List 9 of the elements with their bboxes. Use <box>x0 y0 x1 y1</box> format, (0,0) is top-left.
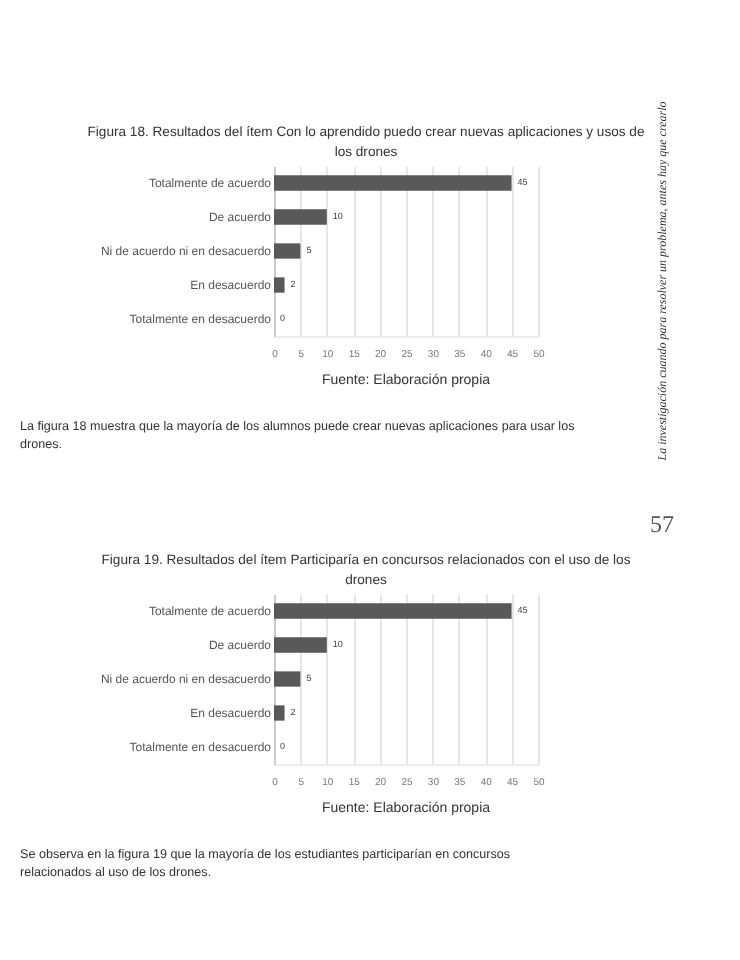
bar <box>274 277 285 293</box>
bar <box>274 603 512 619</box>
text: 57 <box>650 510 674 538</box>
bar <box>274 637 327 653</box>
bar <box>274 705 285 721</box>
bar <box>274 671 301 687</box>
bar <box>274 209 327 225</box>
bar <box>274 175 512 191</box>
bar <box>274 243 301 259</box>
